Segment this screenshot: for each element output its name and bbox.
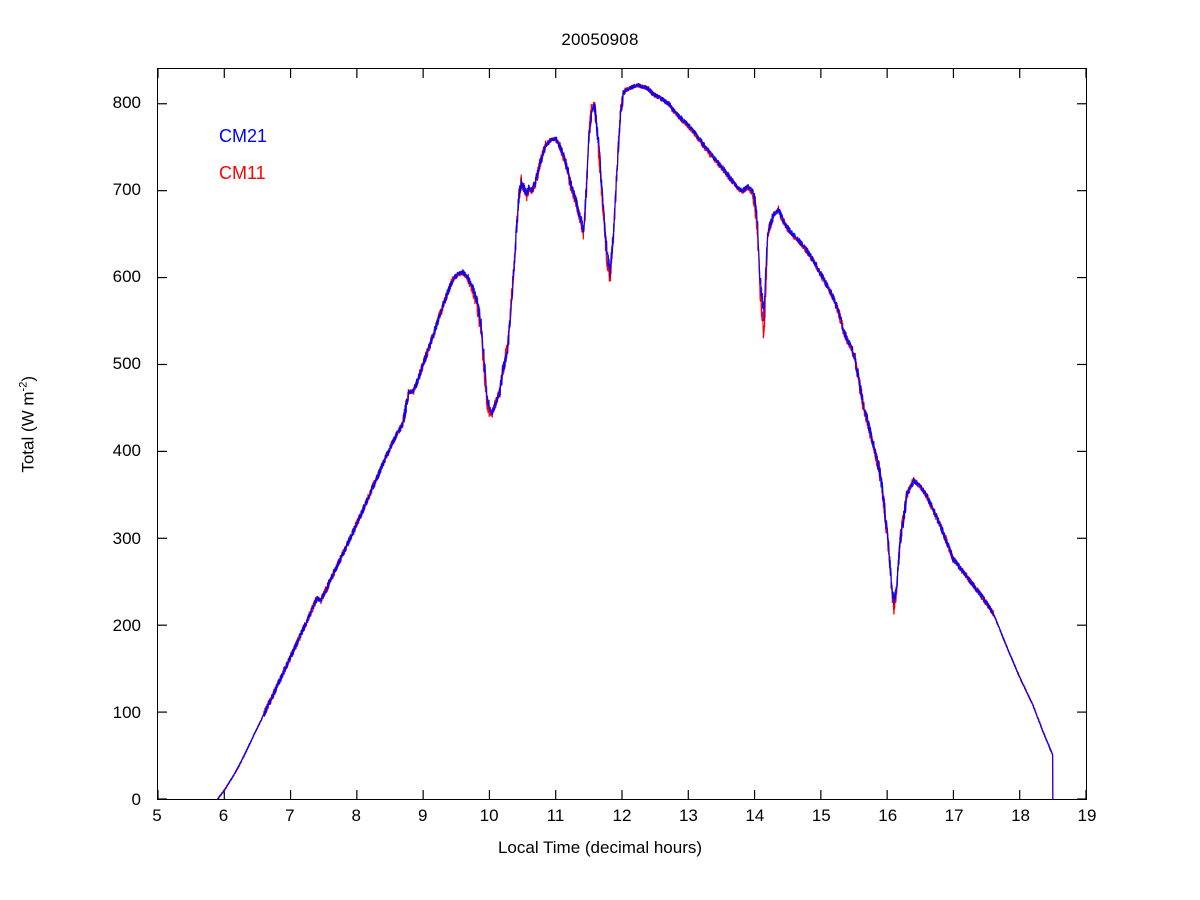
- plot-svg: [158, 69, 1086, 799]
- x-tick-label: 9: [417, 806, 428, 825]
- y-axis-label-tail: ): [18, 375, 38, 382]
- x-tick-label: 15: [811, 806, 831, 825]
- x-tick-label: 17: [944, 806, 964, 825]
- x-tick-label: 14: [745, 806, 765, 825]
- y-tick-label: 800: [112, 92, 141, 112]
- y-axis-label-exponent: -2: [17, 381, 30, 392]
- x-tick-label: 5: [152, 806, 162, 825]
- x-axis-tick-marks: [158, 69, 1086, 799]
- y-tick-label: 400: [112, 441, 141, 461]
- y-axis-tick-marks: [158, 104, 1086, 799]
- chart-title: 20050908: [561, 30, 639, 49]
- y-tick-label: 100: [112, 702, 141, 722]
- y-tick-label: 500: [112, 354, 141, 374]
- y-axis-label: Total (W m-2): [18, 174, 39, 674]
- series-line-cm11: [218, 84, 1053, 799]
- y-tick-label: 200: [112, 615, 141, 635]
- series-line-cm21: [218, 84, 1053, 799]
- x-tick-label: 19: [1077, 806, 1097, 825]
- x-axis-label: Local Time (decimal hours): [497, 838, 703, 857]
- y-tick-label: 300: [112, 528, 141, 548]
- x-tick-label: 18: [1011, 806, 1031, 825]
- x-tick-label: 7: [285, 806, 295, 825]
- x-tick-label: 12: [612, 806, 632, 825]
- y-axis-label-main: Total (W m: [18, 391, 38, 473]
- x-tick-label: 10: [479, 806, 499, 825]
- data-series-layer: [218, 84, 1053, 799]
- legend-entry-cm21: CM21: [219, 126, 268, 146]
- x-tick-label: 6: [218, 806, 229, 825]
- x-tick-label: 16: [878, 806, 898, 825]
- x-tick-label: 8: [351, 806, 362, 825]
- x-tick-label: 11: [546, 806, 565, 825]
- y-tick-label: 600: [112, 267, 141, 287]
- plot-area: [157, 68, 1087, 800]
- x-tick-label: 13: [678, 806, 698, 825]
- y-tick-label: 0: [131, 790, 141, 809]
- legend-entry-cm11: CM11: [219, 163, 266, 183]
- y-tick-label: 700: [112, 180, 141, 199]
